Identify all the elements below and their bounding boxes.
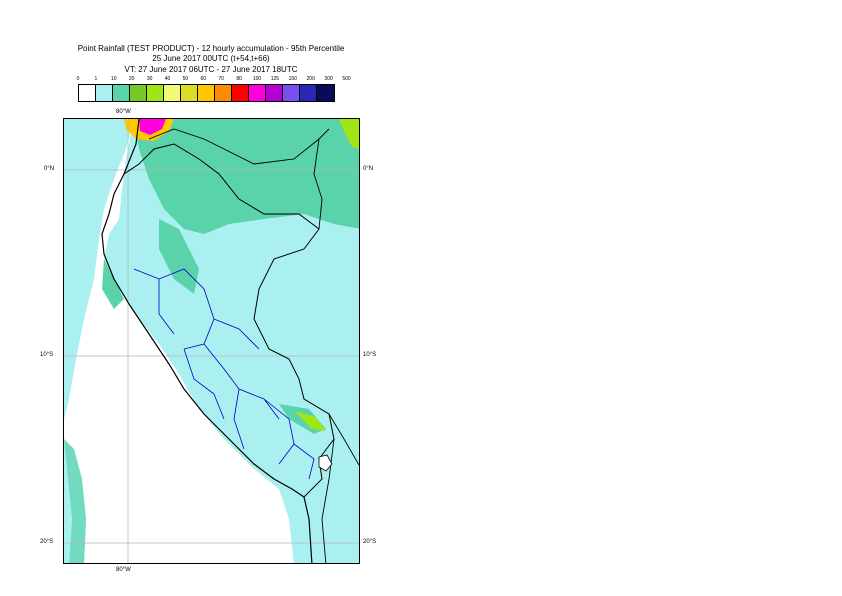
color-scale-label: 30 [146, 76, 153, 82]
color-scale-box [96, 85, 113, 101]
lake-titicaca [318, 454, 333, 472]
rain-band-south-core [294, 411, 326, 431]
color-scale-box [283, 85, 300, 101]
color-scale-box [249, 85, 266, 101]
color-scale-label: 10 [111, 76, 117, 82]
rain-band-ocean-south [64, 439, 86, 563]
country-border-colombia [148, 128, 330, 165]
rain-blob-nw-core [139, 119, 166, 135]
color-scale-label: 1 [94, 76, 98, 82]
color-scale-label: 60 [200, 76, 207, 82]
color-scale-label: 200 [306, 76, 315, 82]
color-scale-box [113, 85, 130, 101]
lat-label-10-left: 10°S [40, 352, 54, 358]
lat-label-0-left: 0°N [44, 166, 55, 172]
color-scale-box [317, 85, 334, 101]
lon-label-bottom: 80°W [116, 567, 131, 573]
color-scale-box [266, 85, 283, 101]
coastline [101, 119, 313, 563]
lat-label-20-right: 20°S [363, 539, 377, 545]
lat-label-20-left: 20°S [40, 539, 54, 545]
rain-band-coast [102, 259, 124, 309]
color-scale-box [130, 85, 147, 101]
rain-band-north [134, 119, 359, 234]
color-scale-label: 100 [252, 76, 262, 82]
rainfall-map [64, 119, 359, 563]
lat-label-10-right: 10°S [363, 352, 377, 358]
color-scale-box [147, 85, 164, 101]
country-border-bolivia [321, 413, 359, 563]
color-scale-label: 80 [236, 76, 242, 82]
rain-blob-ne [339, 119, 359, 149]
color-scale-box [232, 85, 249, 101]
title-line-2: 25 June 2017 00UTC (t+54,t+66) [152, 54, 270, 63]
color-scale-box [164, 85, 181, 101]
color-scale-box [300, 85, 317, 101]
rain-band-andes [159, 219, 199, 294]
color-scale-box [215, 85, 232, 101]
color-scale-label: 125 [270, 76, 280, 82]
color-scale-box [181, 85, 198, 101]
color-scale-box [198, 85, 215, 101]
lon-label-top: 80°W [116, 109, 131, 115]
title-line-3: VT: 27 June 2017 06UTC - 27 June 2017 18… [124, 65, 298, 74]
country-border-brazil [313, 138, 323, 230]
country-border-peru [123, 143, 335, 498]
color-scale-box [79, 85, 96, 101]
color-scale-label: 20 [128, 76, 135, 82]
regional-boundaries [133, 268, 315, 480]
color-scale-label: 40 [164, 76, 171, 82]
color-scale-label: 0 [76, 76, 80, 82]
title-line-1: Point Rainfall (TEST PRODUCT) - 12 hourl… [77, 44, 345, 53]
color-scale-label: 70 [218, 76, 224, 82]
color-scale-label: 150 [288, 76, 297, 82]
ocean-rain-area [64, 119, 359, 563]
color-scale-label: 50 [182, 76, 189, 82]
lat-label-0-right: 0°N [363, 166, 374, 172]
color-scale-label: 300 [324, 76, 333, 82]
color-scale-label: 500 [342, 76, 351, 82]
map-panel [63, 118, 360, 564]
color-scale-bar [78, 84, 335, 102]
